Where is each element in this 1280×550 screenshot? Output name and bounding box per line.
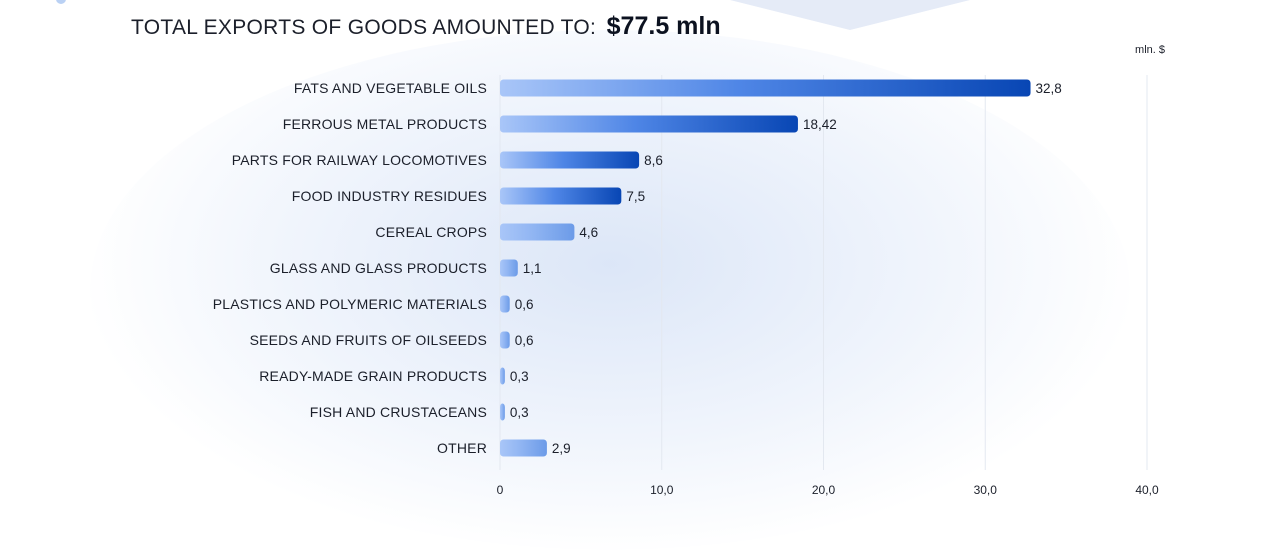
value-label: 4,6 (579, 225, 598, 240)
chart-headline: TOTAL EXPORTS OF GOODS AMOUNTED TO: $77.… (131, 8, 721, 48)
headline-total: $77.5 mln (606, 12, 721, 40)
value-label: 2,9 (552, 441, 571, 456)
category-label: PARTS FOR RAILWAY LOCOMOTIVES (232, 152, 487, 168)
value-label: 32,8 (1036, 81, 1062, 96)
value-label: 7,5 (626, 189, 645, 204)
x-tick-label: 20,0 (812, 483, 836, 497)
x-tick-label: 40,0 (1135, 483, 1159, 497)
bar (500, 223, 575, 241)
bar (500, 367, 505, 385)
category-label: PLASTICS AND POLYMERIC MATERIALS (213, 296, 487, 312)
category-label: READY-MADE GRAIN PRODUCTS (259, 368, 487, 384)
value-label: 0,3 (510, 405, 529, 420)
bar (500, 403, 505, 421)
headline-prefix: TOTAL EXPORTS OF GOODS AMOUNTED TO: (131, 16, 597, 39)
category-label: GLASS AND GLASS PRODUCTS (270, 260, 487, 276)
value-label: 0,3 (510, 369, 529, 384)
value-label: 18,42 (803, 117, 837, 132)
category-label: FISH AND CRUSTACEANS (310, 404, 487, 420)
bar (500, 331, 510, 349)
bar (500, 115, 798, 133)
bar-chart: FATS AND VEGETABLE OILS FERROUS METAL PRO… (213, 75, 1159, 497)
bar (500, 187, 622, 205)
value-label: 0,6 (515, 333, 534, 348)
logo-icon (56, 0, 66, 4)
category-label: SEEDS AND FRUITS OF OILSEEDS (250, 332, 487, 348)
x-tick-label: 30,0 (974, 483, 998, 497)
value-label: 8,6 (644, 153, 663, 168)
unit-label: mln. $ (1135, 44, 1165, 56)
category-label: OTHER (437, 440, 487, 456)
x-axis-ticks: 0 10,0 20,0 30,0 40,0 (497, 483, 1159, 497)
bar (500, 295, 510, 313)
value-label: 0,6 (515, 297, 534, 312)
value-labels: 32,8 18,42 8,6 7,5 4,6 1,1 0,6 0,6 0,3 0,3 2,9 (510, 81, 1062, 456)
category-label: FERROUS METAL PRODUCTS (283, 116, 487, 132)
bar (500, 439, 547, 457)
category-label: FATS AND VEGETABLE OILS (294, 80, 487, 96)
x-tick-label: 10,0 (650, 483, 674, 497)
bars (500, 79, 1031, 457)
bar (500, 259, 518, 277)
bar (500, 79, 1031, 97)
grid-lines (499, 75, 1148, 470)
bar (500, 151, 640, 169)
category-label: FOOD INDUSTRY RESIDUES (292, 188, 487, 204)
category-label: CEREAL CROPS (375, 224, 487, 240)
category-labels: FATS AND VEGETABLE OILS FERROUS METAL PRO… (213, 80, 487, 456)
x-tick-label: 0 (497, 483, 504, 497)
value-label: 1,1 (523, 261, 542, 276)
